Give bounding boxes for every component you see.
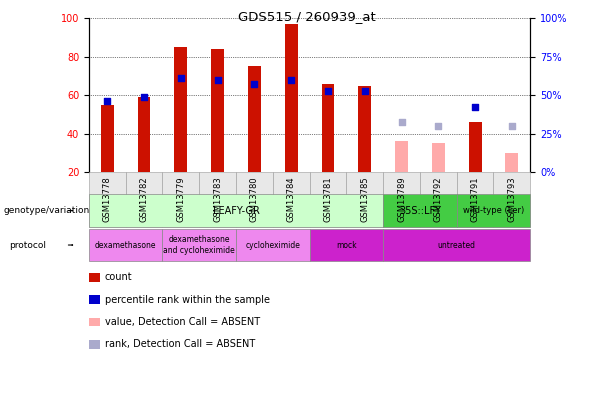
Text: cycloheximide: cycloheximide (245, 241, 300, 249)
Text: GSM13780: GSM13780 (250, 177, 259, 222)
Bar (395, 141, 408, 172)
Text: GSM13783: GSM13783 (213, 177, 222, 222)
Bar (211, 49, 224, 172)
Bar (101, 105, 114, 172)
Text: protocol: protocol (9, 241, 46, 249)
Bar (469, 122, 482, 172)
Text: rank, Detection Call = ABSENT: rank, Detection Call = ABSENT (105, 339, 255, 349)
Point (507, 123, 517, 129)
Text: 35S::LFY: 35S::LFY (399, 206, 441, 215)
Text: genotype/variation: genotype/variation (3, 206, 89, 215)
Bar (137, 97, 151, 172)
Text: GDS515 / 260939_at: GDS515 / 260939_at (238, 10, 375, 23)
Point (286, 77, 296, 83)
Bar (506, 153, 519, 172)
Point (433, 123, 443, 129)
Text: dexamethasone
and cycloheximide: dexamethasone and cycloheximide (163, 235, 235, 255)
Point (470, 104, 480, 110)
Text: GSM13791: GSM13791 (471, 177, 479, 222)
Text: value, Detection Call = ABSENT: value, Detection Call = ABSENT (105, 317, 260, 327)
Point (139, 94, 149, 100)
Text: GSM13782: GSM13782 (140, 177, 148, 222)
Point (249, 81, 259, 87)
Text: GSM13792: GSM13792 (434, 177, 443, 222)
Point (102, 98, 112, 104)
Bar (285, 24, 298, 172)
Text: GSM13778: GSM13778 (103, 177, 112, 222)
Point (323, 88, 333, 95)
Text: GSM13784: GSM13784 (287, 177, 295, 222)
Point (397, 119, 406, 126)
Text: count: count (105, 273, 132, 282)
Text: GSM13789: GSM13789 (397, 177, 406, 222)
Text: percentile rank within the sample: percentile rank within the sample (105, 295, 270, 305)
Bar (248, 66, 261, 172)
Text: mock: mock (336, 241, 357, 249)
Text: dexamethasone: dexamethasone (95, 241, 156, 249)
Text: GSM13779: GSM13779 (177, 177, 185, 222)
Bar (359, 85, 371, 172)
Text: untreated: untreated (438, 241, 476, 249)
Text: LEAFY-GR: LEAFY-GR (213, 206, 259, 215)
Text: GSM13785: GSM13785 (360, 177, 369, 222)
Point (360, 88, 370, 95)
Point (176, 75, 186, 81)
Bar (322, 84, 335, 172)
Bar (175, 47, 188, 172)
Text: wild-type (Ler): wild-type (Ler) (463, 206, 524, 215)
Point (213, 77, 223, 83)
Bar (432, 143, 445, 172)
Text: GSM13781: GSM13781 (324, 177, 332, 222)
Text: GSM13793: GSM13793 (508, 177, 516, 222)
